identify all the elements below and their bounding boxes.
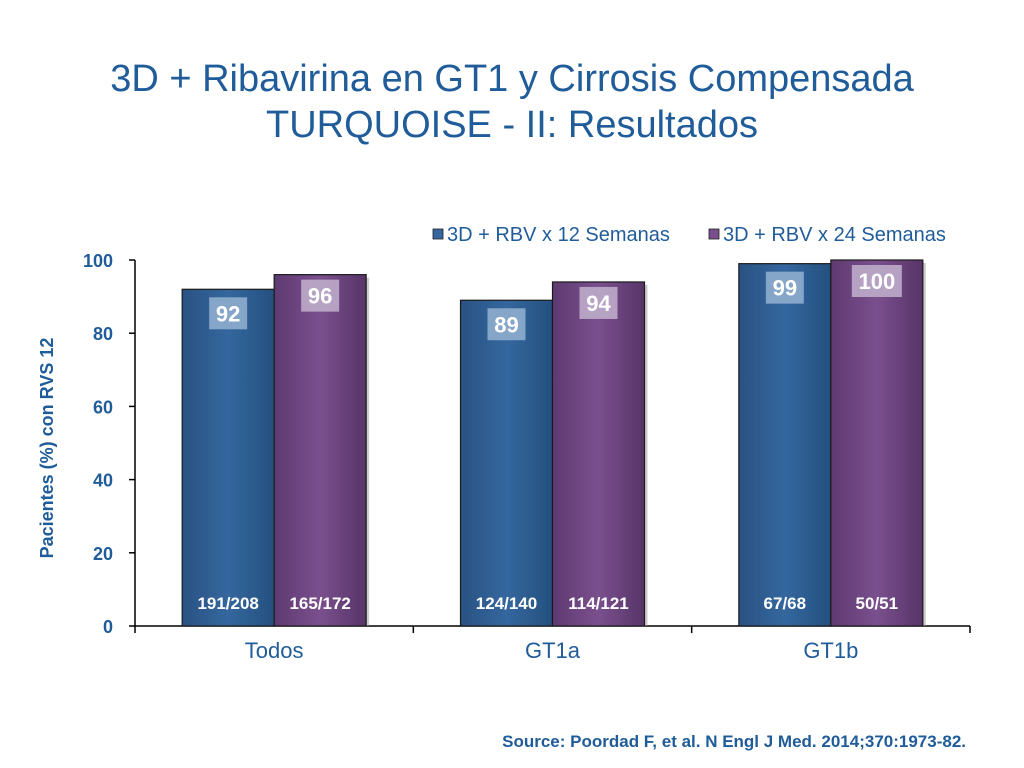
bar-series1 — [738, 263, 832, 627]
y-tick-label: 100 — [83, 251, 113, 271]
value-label-box — [851, 265, 902, 297]
title-line-2: TURQUOISE - II: Resultados — [265, 104, 758, 146]
value-label-box — [209, 297, 248, 330]
title-line-1: 3D + Ribavirina en GT1 y Cirrosis Compen… — [110, 58, 914, 100]
fraction-label: 67/68 — [764, 594, 807, 613]
y-tick-label: 60 — [93, 397, 113, 417]
legend-label: 3D + RBV x 12 Semanas — [447, 224, 670, 246]
fraction-label: 124/140 — [476, 594, 537, 613]
y-tick-label: 0 — [103, 617, 113, 637]
legend-swatch — [708, 228, 720, 240]
legend-swatch — [432, 228, 444, 240]
y-axis-label: Pacientes (%) con RVS 12 — [37, 338, 57, 559]
x-tick-label: GT1b — [803, 638, 858, 663]
fraction-label: 50/51 — [856, 594, 899, 613]
legend-label: 3D + RBV x 24 Semanas — [723, 224, 946, 246]
bar-series1 — [459, 299, 554, 627]
value-label-box — [765, 271, 804, 304]
bar-series2 — [551, 281, 646, 627]
source-citation: Source: Poordad F, et al. N Engl J Med. … — [502, 732, 966, 751]
value-label: 94 — [586, 291, 611, 316]
value-label-box — [487, 308, 526, 341]
x-tick-label: GT1a — [525, 638, 581, 663]
fraction-label: 165/172 — [289, 594, 350, 613]
bar-series1 — [181, 288, 275, 627]
y-tick-label: 80 — [93, 324, 113, 344]
x-tick-label: Todos — [245, 638, 304, 663]
value-label-box — [579, 286, 618, 319]
fraction-label: 114/121 — [568, 594, 629, 613]
fraction-label: 191/208 — [197, 594, 258, 613]
bar-series2 — [273, 274, 367, 627]
value-label-box — [301, 279, 340, 312]
y-tick-label: 20 — [93, 544, 113, 564]
bar-series2 — [830, 259, 924, 627]
value-label: 99 — [773, 276, 797, 301]
value-label: 92 — [216, 301, 240, 326]
y-tick-label: 40 — [93, 471, 113, 491]
value-label: 100 — [858, 269, 895, 294]
value-label: 89 — [494, 312, 518, 337]
value-label: 96 — [308, 284, 332, 309]
slide-title: 3D + Ribavirina en GT1 y Cirrosis Compen… — [0, 56, 1024, 148]
